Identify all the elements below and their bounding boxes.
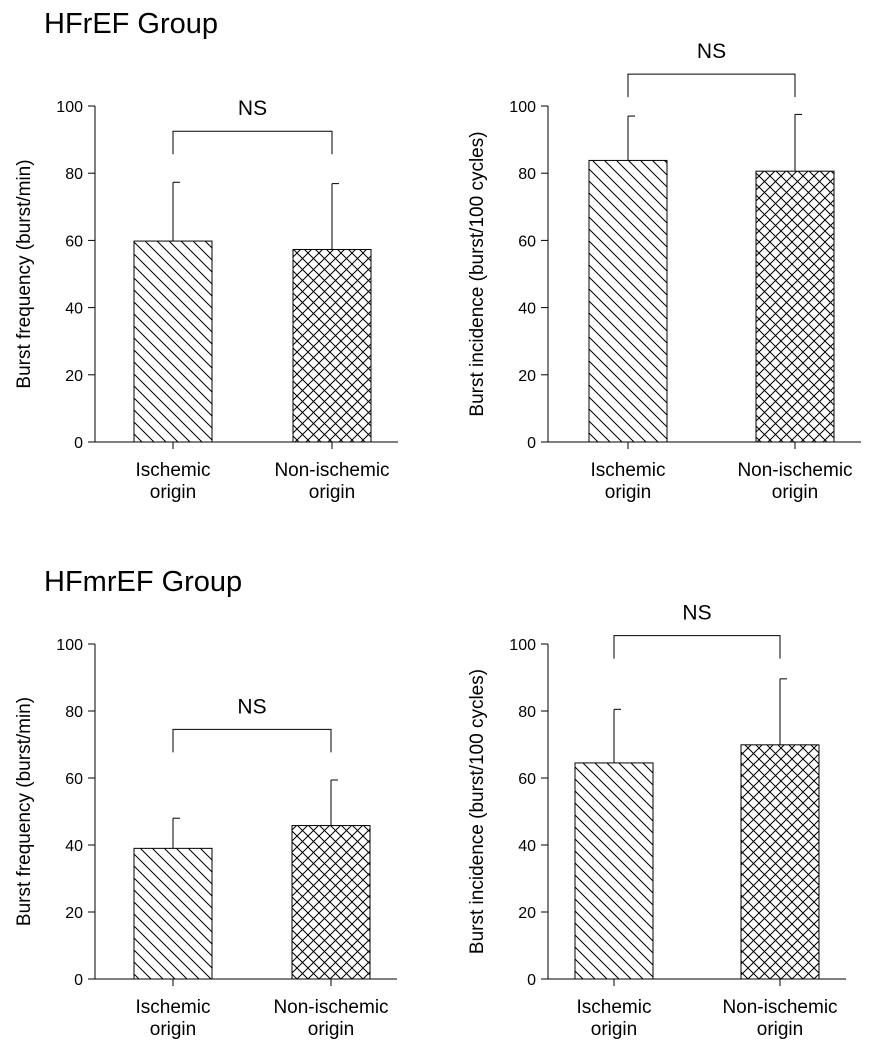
y-tick-label: 20 (518, 368, 536, 385)
y-tick-label: 60 (518, 771, 536, 788)
y-axis-label: Burst frequency (burst/min) (14, 697, 35, 926)
y-tick-label: 80 (518, 704, 536, 721)
y-tick-label: 100 (56, 637, 83, 654)
y-tick-label: 0 (74, 972, 83, 989)
y-tick-label: 60 (518, 233, 536, 250)
significance-bracket (613, 635, 781, 659)
bar-ischemic-origin (133, 847, 213, 980)
bar-ischemic-origin (574, 762, 654, 980)
y-tick-label: 60 (65, 771, 83, 788)
y-axis-label: Burst incidence (burst/100 cycles) (467, 131, 488, 416)
category-label: Ischemic (136, 997, 211, 1018)
bar-non-ischemic-origin (292, 248, 372, 443)
category-label: origin (309, 482, 355, 503)
y-tick-label: 80 (65, 166, 83, 183)
chart-hfref-burst-incidence: 0 20 40 60 80 100 Burst incidence (burst/100 c… (467, 40, 861, 503)
category-label: Non-ischemic (273, 997, 388, 1018)
significance-bracket (627, 73, 796, 98)
significance-bracket (172, 728, 332, 753)
y-tick-label: 100 (509, 637, 536, 654)
significance-bracket (172, 130, 333, 155)
group-title-hfmref: HFmrEF Group (44, 566, 243, 598)
y-tick-label: 80 (518, 166, 536, 183)
chart-hfmref-burst-frequency: 0 20 40 60 80 100 Burst frequency (burst/min) I… (14, 637, 397, 1040)
bar-non-ischemic-origin (740, 744, 820, 980)
category-label: origin (150, 1019, 196, 1040)
category-label: origin (308, 1019, 354, 1040)
significance-label: NS (697, 40, 726, 63)
y-tick-label: 100 (56, 99, 83, 116)
chart-hfmref-burst-incidence: 0 20 40 60 80 100 Burst incidence (burst/100 c… (467, 602, 846, 1040)
y-tick-label: 40 (518, 301, 536, 318)
category-label: origin (772, 482, 818, 503)
chart-hfref-burst-frequency: 0 20 40 60 80 100 Burst frequency (burst/min) I… (14, 97, 398, 503)
category-label: origin (757, 1019, 803, 1040)
y-tick-label: 0 (527, 435, 536, 452)
bar-non-ischemic-origin (755, 170, 835, 443)
significance-label: NS (238, 97, 267, 120)
y-tick-label: 40 (65, 301, 83, 318)
group-title-hfref: HFrEF Group (44, 8, 219, 40)
category-label: Non-ischemic (722, 997, 837, 1018)
category-label: Non-ischemic (737, 460, 852, 481)
y-axis-label: Burst incidence (burst/100 cycles) (467, 669, 488, 954)
category-label: origin (591, 1019, 637, 1040)
y-tick-label: 100 (509, 99, 536, 116)
category-label: origin (605, 482, 651, 503)
category-label: origin (150, 482, 196, 503)
bar-non-ischemic-origin (291, 825, 371, 980)
category-label: Ischemic (136, 460, 211, 481)
y-tick-label: 20 (65, 905, 83, 922)
y-tick-label: 40 (65, 838, 83, 855)
category-label: Ischemic (577, 997, 652, 1018)
y-tick-label: 80 (65, 704, 83, 721)
category-label: Ischemic (591, 460, 666, 481)
y-tick-label: 60 (65, 233, 83, 250)
y-axis-label: Burst frequency (burst/min) (14, 159, 35, 388)
y-tick-label: 20 (518, 905, 536, 922)
y-tick-label: 0 (74, 435, 83, 452)
significance-label: NS (237, 695, 266, 718)
significance-label: NS (682, 602, 711, 625)
category-label: Non-ischemic (274, 460, 389, 481)
bar-ischemic-origin (588, 159, 668, 443)
y-tick-label: 20 (65, 368, 83, 385)
y-tick-label: 40 (518, 838, 536, 855)
y-tick-label: 0 (527, 972, 536, 989)
bar-ischemic-origin (133, 240, 213, 443)
